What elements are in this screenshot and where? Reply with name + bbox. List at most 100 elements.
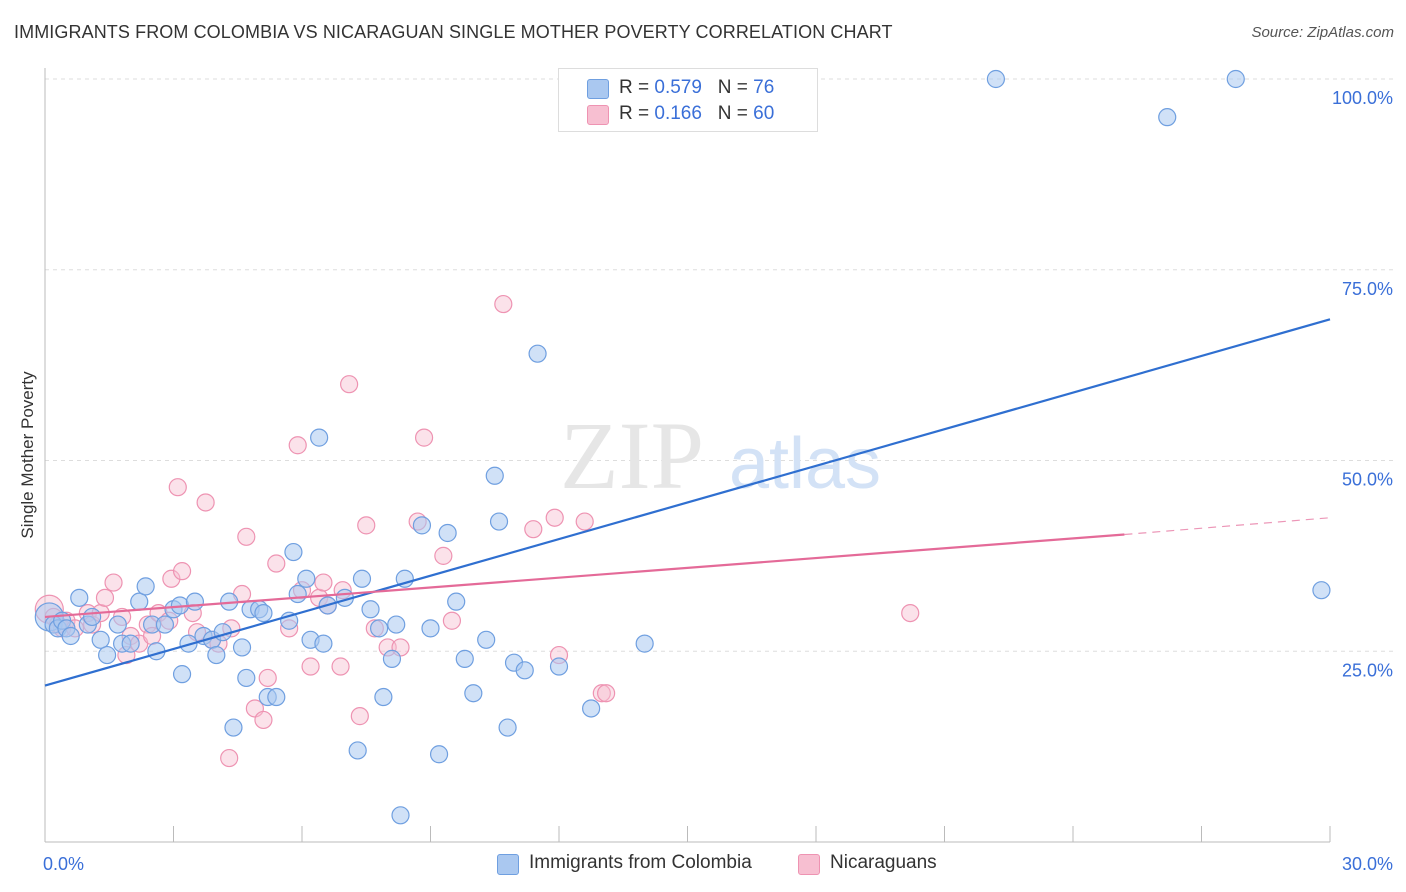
colombia-point [314,634,333,653]
nicaraguans-point [237,527,256,546]
nicaraguans-point [414,428,434,447]
legend: R = 0.579 N = 76 R = 0.166 N = 60 [558,68,818,132]
nicaraguans-point [254,710,273,730]
y-tick-label: 25.0% [1342,660,1393,680]
nicaraguans-point [220,748,239,768]
colombia-point [91,630,110,649]
colombia-point [267,687,286,707]
colombia-point [549,657,569,676]
colombia-point [185,592,205,611]
nicaraguans-point [258,668,277,688]
nicaraguans-point [597,684,616,703]
nicaraguans-point [592,684,611,703]
colombia-point [455,649,474,668]
colombia-point [348,741,367,760]
legend-r-label: R = [619,103,650,124]
colombia-point [297,569,316,588]
nicaraguans-trend-extension [1124,517,1331,536]
colombia-point [370,619,389,638]
legend-n-label: N = [717,103,748,124]
legend-n-value: 76 [753,77,775,98]
colombia-point [288,584,307,604]
watermark-atlas: atlas [729,424,881,504]
nicaraguans-point [196,493,215,512]
axis-layer [44,68,1331,843]
legend-n-label: N = [717,77,748,98]
legend-r-label: R = [619,77,650,98]
colombia-point [352,569,372,588]
chart-title: IMMIGRANTS FROM COLOMBIA VS NICARAGUAN S… [14,22,893,42]
nicaraguans-point [95,588,115,607]
colombia-point [429,745,449,764]
colombia-point [1226,69,1245,89]
nicaraguans-point [301,657,320,676]
colombia-point [1158,108,1177,127]
nicaraguans-point [575,512,594,531]
colombia-point [207,645,226,665]
colombia-point [284,542,303,562]
nicaraguans-point [331,657,350,676]
nicaraguans-point [901,603,920,623]
colombia-point [83,607,102,627]
colombia-point [98,645,117,665]
legend-swatch-pink [587,105,609,125]
y-tick-label: 100.0% [1332,88,1393,108]
colombia-point [374,687,393,707]
bottom-legend-swatch-pink [798,854,820,875]
nicaraguans-point [172,562,192,581]
nicaraguans-point [442,611,462,630]
colombia-point [1312,581,1331,600]
colombia-point [464,684,483,703]
colombia-point [528,344,547,363]
y-tick-label: 75.0% [1342,279,1393,299]
colombia-point [421,619,440,638]
colombia-point [515,661,534,680]
colombia-point [224,718,243,737]
colombia-point [447,592,466,611]
legend-r-value: 0.166 [654,103,702,124]
nicaraguans-point [357,516,376,535]
nicaraguans-point [524,520,543,539]
colombia-point [361,600,380,619]
colombia-point [70,588,89,607]
legend-swatch-blue [587,79,609,99]
nicaraguans-point [288,436,307,455]
colombia-point [387,615,406,634]
colombia-point [254,603,273,623]
nicaraguans-point [104,573,123,592]
nicaraguans-point [314,573,333,592]
colombia-point [382,649,402,668]
y-tick-label: 50.0% [1342,470,1393,490]
nicaraguans-point [168,478,187,497]
source-label: Source: ZipAtlas.com [1251,24,1394,41]
colombia-point [412,516,432,535]
colombia-point [61,626,80,646]
colombia-point [391,806,410,825]
colombia-point [155,615,175,634]
bottom-legend-swatch-blue [497,854,519,875]
colombia-point [121,634,140,653]
colombia-point [130,592,149,611]
nicaraguans-point [340,375,359,394]
watermark: ZIP atlas [560,402,881,509]
colombia-point [108,615,127,634]
nicaraguans-point [434,546,453,565]
nicaraguans-trend-line [44,533,1125,619]
colombia-point [498,718,517,737]
colombia-point [136,577,155,596]
colombia-point [310,428,329,447]
colombia-point [237,668,256,688]
colombia-trend-line [44,318,1331,687]
nicaraguans-point [545,508,564,527]
bottom-legend-label: Immigrants from Colombia [529,852,752,873]
tick-labels: 25.0% 50.0% 75.0% 100.0% 0.0% 30.0% [43,88,1393,874]
legend-r-value: 0.579 [654,77,702,98]
x-tick-label: 0.0% [43,854,84,874]
nicaraguans-point [350,707,369,726]
x-tick-label: 30.0% [1342,854,1393,874]
colombia-point [395,569,414,588]
watermark-zip: ZIP [560,402,704,509]
colombia-point [489,512,509,531]
colombia-point [485,466,504,485]
